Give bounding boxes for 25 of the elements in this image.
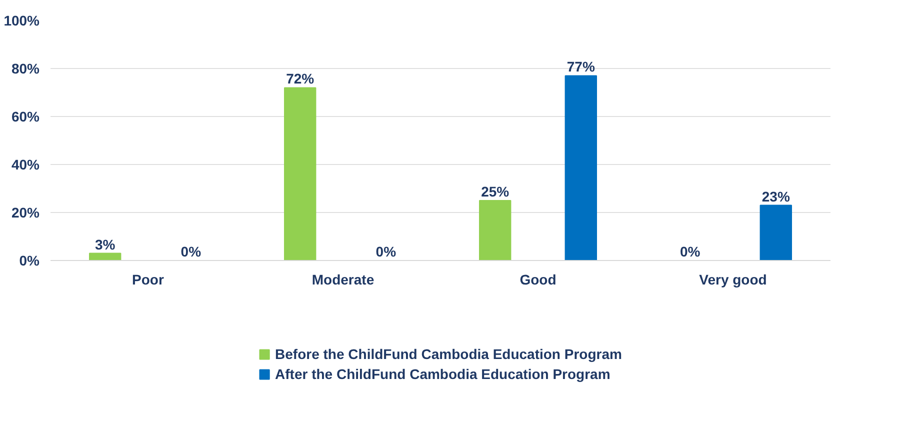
data-label: 3%	[94, 236, 116, 252]
y-tick-label: 60%	[11, 108, 40, 124]
data-label: 25%	[481, 184, 510, 200]
legend-label: Before the ChildFund Cambodia Education Program	[275, 346, 622, 362]
legend-label: After the ChildFund Cambodia Education Program	[275, 366, 610, 382]
x-tick-label: Moderate	[312, 272, 374, 288]
y-tick-label: 100%	[4, 12, 40, 28]
y-tick-label: 80%	[11, 60, 40, 76]
data-label: 72%	[286, 70, 315, 87]
data-label: 0%	[680, 244, 701, 260]
y-tick-label: 20%	[11, 204, 40, 220]
bar	[564, 75, 597, 260]
y-tick-label: 0%	[19, 252, 40, 268]
x-tick-label: Good	[520, 272, 556, 288]
bar	[479, 200, 512, 260]
bar	[284, 87, 316, 260]
data-label: 0%	[180, 244, 202, 260]
data-label: 77%	[566, 58, 596, 75]
bar	[760, 204, 792, 260]
x-tick-label: Very good	[699, 272, 767, 288]
x-tick-label: Poor	[132, 272, 164, 288]
bar	[89, 252, 122, 260]
data-label: 23%	[762, 188, 790, 204]
y-tick-label: 40%	[11, 156, 40, 172]
data-label: 0%	[376, 244, 397, 260]
